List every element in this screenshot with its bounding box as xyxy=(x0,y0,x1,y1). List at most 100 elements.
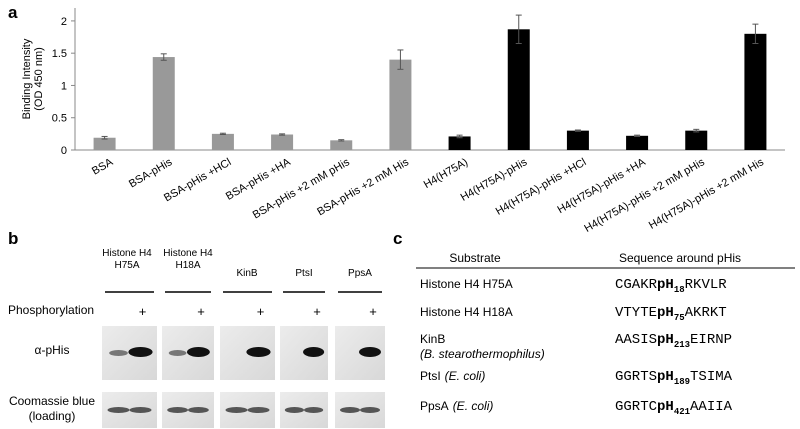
column-header: Histone H4 xyxy=(163,248,213,259)
error-bar xyxy=(574,129,581,132)
phospho-his: pH xyxy=(657,332,674,348)
sequence-prefix: AASIS xyxy=(615,332,657,348)
plus-sign: + xyxy=(197,304,205,319)
bar xyxy=(271,134,294,150)
blot-band xyxy=(360,407,380,413)
blot-band-faint xyxy=(109,350,128,356)
organism: (E. coli) xyxy=(453,399,494,413)
substrate: Histone H4 H75A xyxy=(420,277,513,291)
bar xyxy=(626,135,649,150)
phospho-his: pH xyxy=(657,369,674,385)
bar xyxy=(93,137,116,150)
blot-band xyxy=(303,347,325,357)
sequence-prefix: VTYTE xyxy=(615,305,657,321)
error-bar xyxy=(752,23,759,44)
blot-band xyxy=(247,407,270,413)
blot-band xyxy=(359,347,381,357)
error-bar xyxy=(397,49,404,70)
bar xyxy=(685,130,708,150)
error-bar xyxy=(693,128,700,133)
substrate-name: PtsI xyxy=(420,369,441,383)
row-label: Phosphorylation xyxy=(8,303,94,317)
y-tick-label: 1 xyxy=(61,80,67,92)
sequence-prefix: GGRTS xyxy=(615,369,657,385)
substrate-name: Histone H4 H75A xyxy=(420,277,513,291)
x-tick-label: H4(H75A)-pHis +2 mM His xyxy=(647,156,766,232)
column-header: PtsI xyxy=(295,268,312,279)
sequence-suffix: AKRKT xyxy=(685,305,727,321)
x-tick-label: BSA-pHis +2 mM pHis xyxy=(251,156,352,222)
bar xyxy=(152,57,175,150)
subscript: 189 xyxy=(674,377,690,387)
x-tick-label: BSA xyxy=(90,156,116,178)
blot-band xyxy=(128,347,153,357)
panel-label: c xyxy=(393,229,402,248)
x-tick-label: BSA-pHis xyxy=(127,156,175,190)
substrate-name: PpsA xyxy=(420,399,449,413)
error-bar xyxy=(515,14,522,44)
blot-band-faint xyxy=(168,350,187,356)
subscript: 18 xyxy=(674,285,685,295)
plus-sign: + xyxy=(139,304,147,319)
y-tick-label: 0.5 xyxy=(52,113,67,125)
substrate-name: KinB xyxy=(420,332,445,346)
substrate: Histone H4 H18A xyxy=(420,305,513,319)
sequence-suffix: EIRNP xyxy=(690,332,732,348)
subscript: 421 xyxy=(674,407,691,417)
error-bar xyxy=(456,134,463,139)
substrate: KinB xyxy=(420,332,445,346)
table-header: Sequence around pHis xyxy=(619,251,741,265)
row-label: α-pHis xyxy=(35,343,70,357)
y-tick-label: 2 xyxy=(61,16,67,28)
x-tick-label: BSA-pHis +HCl xyxy=(162,156,233,204)
substrate: PtsI (E. coli) xyxy=(420,369,485,383)
sequence-prefix: GGRTC xyxy=(615,399,657,415)
error-bar xyxy=(279,133,286,136)
organism: (E. coli) xyxy=(445,369,486,383)
error-bar xyxy=(338,139,345,142)
y-axis-label: Binding Intensity xyxy=(21,38,33,119)
bar xyxy=(211,133,234,150)
y-tick-label: 0 xyxy=(61,145,67,157)
plus-sign: + xyxy=(257,304,265,319)
phospho-his: pH xyxy=(657,399,674,415)
error-bar xyxy=(160,53,167,61)
organism: (B. stearothermophilus) xyxy=(420,347,545,361)
panel-label: a xyxy=(8,3,18,22)
sequence-suffix: AAIIA xyxy=(690,399,733,415)
blot-band xyxy=(129,407,152,413)
column-header: PpsA xyxy=(348,268,372,279)
bar xyxy=(330,140,353,150)
column-header: H18A xyxy=(175,260,200,271)
blot-band xyxy=(340,407,360,413)
phospho-his: pH xyxy=(657,277,674,293)
sequence-suffix: RKVLR xyxy=(685,277,728,293)
blot-band xyxy=(186,347,210,357)
substrate-name: Histone H4 H18A xyxy=(420,305,513,319)
row-label: Coomassie blue xyxy=(9,394,95,408)
sequence: GGRTCpH421AAIIA xyxy=(615,399,733,417)
error-bar xyxy=(101,135,108,140)
blot-band xyxy=(225,407,248,413)
blot-band xyxy=(304,407,324,413)
sequence-suffix: TSIMA xyxy=(690,369,733,385)
row-label: (loading) xyxy=(29,409,76,423)
error-bar xyxy=(219,132,226,136)
blot-band xyxy=(167,407,189,413)
column-header: H75A xyxy=(114,260,139,271)
bar xyxy=(389,59,412,150)
x-tick-label: H4(H75A) xyxy=(422,156,470,191)
bar xyxy=(566,130,589,150)
blot-band xyxy=(188,407,209,413)
sequence: AASISpH213EIRNP xyxy=(615,332,732,350)
sequence: VTYTEpH75AKRKT xyxy=(615,305,727,323)
bar xyxy=(448,136,471,150)
bar xyxy=(744,33,767,151)
table-header: Substrate xyxy=(449,251,501,265)
blot-band xyxy=(284,407,304,413)
y-tick-label: 1.5 xyxy=(52,48,67,60)
blot-band xyxy=(107,407,130,413)
y-axis-label: (OD 450 nm) xyxy=(33,47,45,111)
sequence: GGRTSpH189TSIMA xyxy=(615,369,733,387)
sequence-prefix: CGAKR xyxy=(615,277,658,293)
